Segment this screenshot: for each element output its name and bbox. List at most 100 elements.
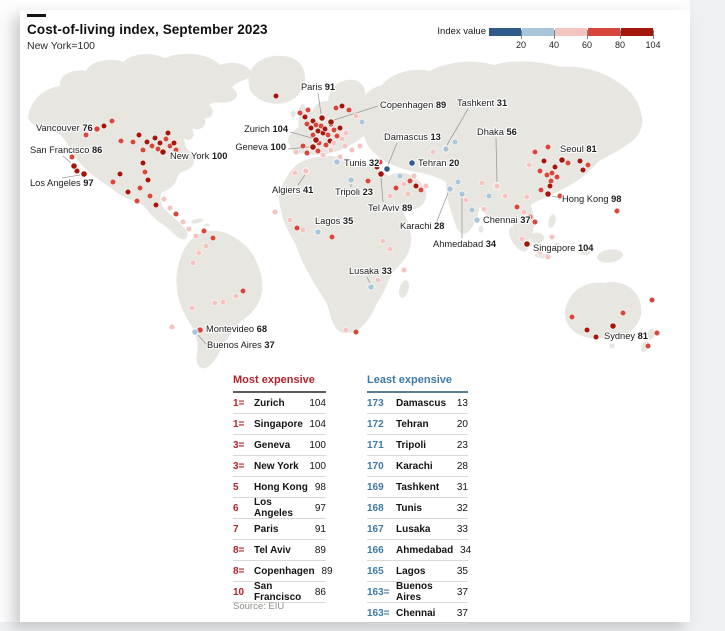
background-dot	[148, 142, 156, 150]
city-dot	[318, 114, 326, 122]
background-dot	[328, 233, 336, 241]
city-cell: Tel Aviv	[254, 544, 291, 556]
background-dot	[648, 296, 656, 304]
city-label: Vancouver 76	[36, 123, 93, 133]
city-cell: Copenhagen	[254, 565, 315, 577]
background-dot	[548, 233, 556, 241]
leader-line	[62, 155, 72, 164]
index-cell: 89	[314, 544, 326, 556]
background-dot	[304, 106, 312, 114]
background-dot	[553, 173, 561, 181]
table-row: 172 Tehran 20	[367, 414, 468, 435]
city-cell: Paris	[254, 523, 279, 535]
background-dot	[160, 195, 168, 203]
table-title: Least expensive	[367, 374, 468, 393]
background-dot	[468, 206, 476, 214]
table-row: 169 Tashkent 31	[367, 477, 468, 498]
background-dot	[551, 163, 559, 171]
city-dot	[191, 328, 199, 336]
source-note: Source: EIU	[233, 601, 285, 612]
table-row: 163= Chennai 37	[367, 603, 468, 624]
index-cell: 91	[314, 523, 326, 535]
legend-tick	[587, 30, 588, 39]
legend-tick	[620, 30, 621, 39]
rank-cell: 165	[367, 565, 384, 577]
city-cell: Hong Kong	[254, 481, 308, 493]
background-dot	[406, 177, 414, 185]
city-dot	[493, 182, 501, 190]
background-dot	[293, 224, 301, 232]
background-dot	[188, 304, 196, 312]
city-label: New York 100	[170, 151, 227, 161]
city-dot	[309, 143, 317, 151]
background-dot	[307, 124, 315, 132]
background-dot	[108, 117, 116, 125]
background-dot	[117, 137, 125, 145]
background-dot	[356, 142, 364, 150]
rank-cell: 8=	[233, 544, 245, 556]
rank-cell: 163=	[367, 586, 390, 598]
background-dot	[330, 139, 338, 147]
leader-line	[387, 142, 398, 166]
index-cell: 98	[314, 481, 326, 493]
background-dot	[200, 227, 208, 235]
background-dot	[333, 132, 341, 140]
leader-line	[61, 174, 81, 179]
background-dot	[523, 193, 531, 201]
chart-title: Cost-of-living index, September 2023	[27, 22, 268, 37]
city-label: Karachi 28	[400, 221, 444, 231]
city-cell: Los Angeles	[254, 497, 293, 519]
background-dot	[536, 248, 544, 256]
index-cell: 31	[456, 481, 468, 493]
background-dot	[170, 139, 178, 147]
table-row: 1= Zurich 104	[233, 393, 326, 414]
background-dot	[576, 157, 584, 165]
background-dot	[136, 184, 144, 192]
table-row: 1= Singapore 104	[233, 414, 326, 435]
table-row: 163= Buenos Aires 37	[367, 581, 468, 603]
index-cell: 23	[456, 439, 468, 451]
background-dot	[239, 287, 247, 295]
background-dot	[417, 186, 425, 194]
background-dot	[336, 153, 344, 161]
rank-cell: 171	[367, 439, 384, 451]
index-cell: 35	[456, 565, 468, 577]
table-row: 171 Tripoli 23	[367, 435, 468, 456]
background-dot	[152, 201, 160, 209]
background-dot	[133, 197, 141, 205]
background-dot	[314, 147, 322, 155]
rank-cell: 8=	[233, 565, 245, 577]
city-dot	[302, 167, 310, 175]
index-cell: 97	[314, 502, 326, 514]
background-dot	[319, 151, 327, 159]
background-dot	[135, 131, 143, 139]
legend-swatch	[588, 28, 620, 36]
index-cell: 37	[456, 586, 468, 598]
background-dot	[400, 266, 408, 274]
background-dot	[345, 106, 353, 114]
background-dot	[172, 210, 180, 218]
index-cell: 32	[456, 502, 468, 514]
city-cell: Lusaka	[396, 523, 431, 535]
background-dot	[410, 172, 418, 180]
city-dot	[70, 162, 78, 170]
rank-cell: 170	[367, 460, 384, 472]
background-dot	[525, 161, 533, 169]
background-dot	[272, 92, 280, 100]
table-rows: 1= Zurich 104 1= Singapore 104 3= Geneva 100 3= Ne…	[233, 393, 333, 603]
background-dot	[348, 146, 356, 154]
leader-line	[436, 192, 449, 222]
background-dot	[352, 112, 360, 120]
background-dot	[341, 142, 349, 150]
leader-line	[297, 174, 306, 186]
legend-tick	[521, 30, 522, 39]
city-dot	[383, 165, 391, 173]
city-cell: Geneva	[254, 439, 291, 451]
background-dot	[422, 182, 430, 190]
city-label: Sydney 81	[604, 331, 648, 341]
index-cell: 13	[456, 397, 468, 409]
background-dot	[141, 168, 149, 176]
city-cell: Ahmedabad	[396, 544, 454, 556]
background-dot	[312, 121, 320, 129]
background-dot	[454, 178, 462, 186]
